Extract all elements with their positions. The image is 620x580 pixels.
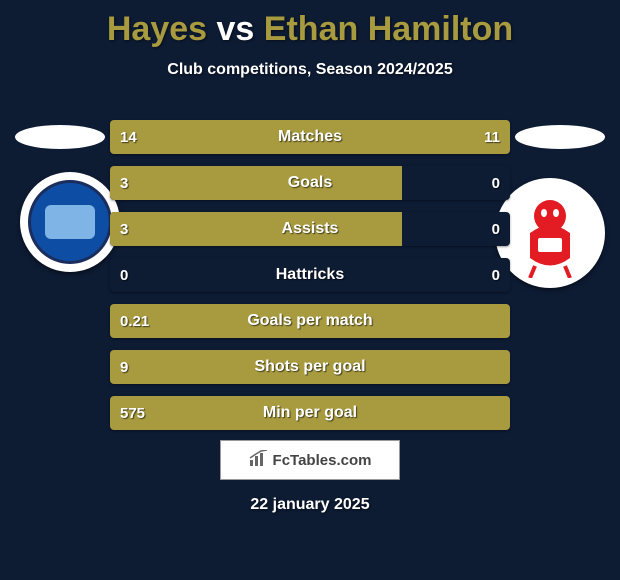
stat-label: Hattricks — [110, 258, 510, 292]
club-badge-left — [20, 172, 120, 272]
subtitle: Club competitions, Season 2024/2025 — [0, 61, 620, 79]
stat-row: 575Min per goal — [110, 396, 510, 430]
player1-name: Hayes — [107, 10, 207, 48]
stat-label: Assists — [110, 212, 510, 246]
stat-label: Goals — [110, 166, 510, 200]
club-badge-right — [495, 178, 605, 288]
stat-row: 1411Matches — [110, 120, 510, 154]
stat-row: 9Shots per goal — [110, 350, 510, 384]
stat-row: 30Assists — [110, 212, 510, 246]
stat-row: 0.21Goals per match — [110, 304, 510, 338]
player2-name: Ethan Hamilton — [264, 10, 513, 48]
stat-label: Min per goal — [110, 396, 510, 430]
stat-label: Matches — [110, 120, 510, 154]
watermark-text: FcTables.com — [273, 452, 372, 469]
page-title: Hayes vs Ethan Hamilton — [0, 0, 620, 49]
stat-label: Goals per match — [110, 304, 510, 338]
stat-label: Shots per goal — [110, 350, 510, 384]
stat-row: 00Hattricks — [110, 258, 510, 292]
spotlight-left — [15, 125, 105, 149]
spotlight-right — [515, 125, 605, 149]
vs-text: vs — [217, 10, 255, 48]
date-text: 22 january 2025 — [0, 496, 620, 514]
stat-row: 30Goals — [110, 166, 510, 200]
stats-container: 1411Matches 30Goals 30Assists 00Hattricks 0.… — [110, 120, 510, 442]
watermark: FcTables.com — [220, 440, 400, 480]
chart-icon — [249, 450, 269, 471]
